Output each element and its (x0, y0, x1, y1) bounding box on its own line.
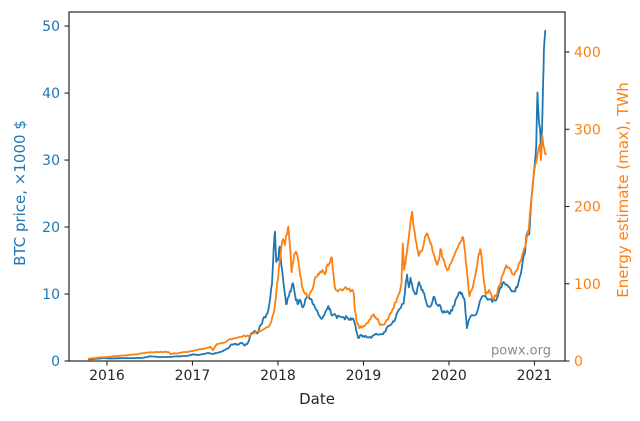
y-tick-label-right-300: 300 (574, 122, 601, 138)
y-tick-label-left-40: 40 (42, 86, 60, 102)
x-tick-label-2017: 2017 (175, 368, 211, 384)
plot-border (68, 11, 566, 362)
y-tick-label-left-10: 10 (42, 287, 60, 303)
x-tick-label-2020: 2020 (431, 368, 467, 384)
btc-price-line (88, 29, 547, 361)
x-tick-label-2019: 2019 (346, 368, 382, 384)
x-axis-label: Date (299, 390, 335, 408)
y-tick-label-right-200: 200 (574, 200, 601, 216)
y-tick-label-left-20: 20 (42, 220, 60, 236)
y-tick-label-left-30: 30 (42, 153, 60, 169)
watermark: powx.org (491, 343, 551, 359)
y-tick-label-right-100: 100 (574, 277, 601, 293)
y-axis-label-right: Energy estimate (max), TWh (614, 82, 632, 298)
y-tick-label-left-0: 0 (51, 354, 60, 370)
energy-estimate-line (88, 134, 547, 360)
y-axis-label-left: BTC price, ×1000 $ (11, 120, 29, 266)
x-tick-label-2021: 2021 (517, 368, 553, 384)
y-tick-label-left-50: 50 (42, 19, 60, 35)
y-tick-label-right-400: 400 (574, 45, 601, 61)
x-tick-label-2018: 2018 (260, 368, 296, 384)
y-tick-label-right-0: 0 (574, 354, 583, 370)
x-tick-label-2016: 2016 (89, 368, 125, 384)
